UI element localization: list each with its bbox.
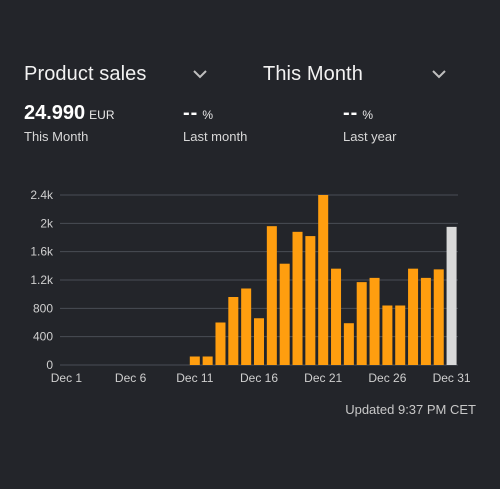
bar xyxy=(215,322,226,365)
y-tick-label: 1.6k xyxy=(30,245,54,259)
stat-last-year: --% Last year xyxy=(343,102,396,144)
bar xyxy=(420,277,431,365)
y-tick-label: 400 xyxy=(33,330,53,344)
stat-value: 24.990 EUR xyxy=(24,102,115,125)
bar xyxy=(356,282,367,365)
y-tick-label: 2k xyxy=(40,216,54,230)
bar xyxy=(305,236,316,365)
bar xyxy=(318,195,329,365)
chevron-down-icon xyxy=(192,66,208,82)
stat-value: --% xyxy=(343,102,396,125)
metric-dropdown-label: Product sales xyxy=(24,62,147,85)
stat-caption: This Month xyxy=(24,129,89,144)
stat-unit: % xyxy=(202,108,214,122)
bar xyxy=(253,318,265,365)
x-tick-label: Dec 1 xyxy=(51,371,83,385)
x-tick-label: Dec 21 xyxy=(304,371,342,385)
bar xyxy=(382,305,393,365)
bar xyxy=(241,288,252,365)
bar xyxy=(202,356,213,365)
bar xyxy=(395,305,406,365)
stat-number: -- xyxy=(343,102,359,124)
stat-number: 24.990 xyxy=(24,102,86,124)
stat-value: --% xyxy=(183,102,247,125)
sales-bar-chart: 0 400 800 1.2k 1.6k 2k 2.4k Dec 1 Dec 6 Dec 11 Dec… xyxy=(30,188,471,385)
bar-partial xyxy=(446,226,457,365)
x-tick-label: Dec 11 xyxy=(176,371,213,385)
bar xyxy=(266,226,277,365)
bar xyxy=(343,323,354,365)
y-tick-label: 0 xyxy=(46,358,53,372)
x-tick-label: Dec 26 xyxy=(368,371,406,385)
stat-number: -- xyxy=(183,102,199,124)
stat-caption: Last month xyxy=(183,129,248,144)
bar xyxy=(292,231,303,365)
bar xyxy=(228,297,239,365)
stat-this-month: 24.990 EUR This Month xyxy=(24,102,115,144)
y-tick-label: 2.4k xyxy=(30,188,54,202)
bar xyxy=(189,356,200,365)
metric-dropdown[interactable]: Product sales xyxy=(24,58,208,90)
stat-caption: Last year xyxy=(343,129,397,144)
y-tick-label: 800 xyxy=(33,301,53,315)
bar xyxy=(279,263,290,365)
chevron-down-icon xyxy=(431,66,447,82)
bar xyxy=(408,268,419,365)
y-tick-label: 1.2k xyxy=(30,273,54,287)
stat-unit: % xyxy=(362,108,374,122)
x-tick-label: Dec 6 xyxy=(115,371,147,385)
x-tick-label: Dec 16 xyxy=(240,371,278,385)
stat-last-month: --% Last month xyxy=(183,102,247,144)
bar xyxy=(331,268,342,365)
period-dropdown[interactable]: This Month xyxy=(263,58,447,90)
updated-timestamp: Updated 9:37 PM CET xyxy=(345,402,476,417)
bar xyxy=(369,277,380,365)
x-tick-label: Dec 31 xyxy=(433,371,471,385)
period-dropdown-label: This Month xyxy=(263,62,363,85)
stat-unit: EUR xyxy=(89,108,115,122)
bar xyxy=(433,269,444,365)
